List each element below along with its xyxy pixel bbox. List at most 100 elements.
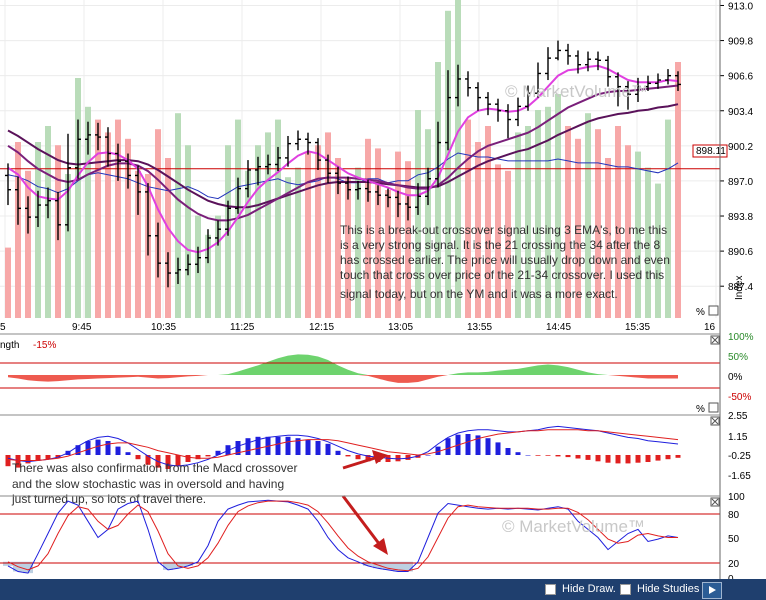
scale-toggle-box-2[interactable]	[708, 402, 719, 413]
oscillator-tick-label: 100%	[728, 332, 754, 343]
candle	[235, 177, 241, 214]
volume-bar	[355, 167, 361, 318]
oscillator-tick-label: 50%	[728, 352, 748, 363]
volume-bar	[475, 142, 481, 318]
time-tick-label: 11:25	[230, 322, 255, 333]
candle	[605, 55, 611, 87]
annotation-main-line: signal today, but on the YM and it was a…	[340, 287, 618, 301]
price-ref-label: 898.11	[696, 146, 726, 157]
candle	[375, 185, 381, 206]
volume-bar	[325, 132, 331, 318]
macd-histogram-bar	[335, 450, 341, 455]
candle	[365, 179, 371, 202]
volume-bar	[95, 119, 101, 318]
panel-frames	[0, 0, 721, 579]
stochastic-tick-label: 50	[728, 534, 740, 545]
price-tick-label: 909.8	[728, 37, 753, 48]
hide-studies-button[interactable]: Hide Studies	[620, 582, 699, 597]
annotation-macd-line: There was also confirmation from the Mac…	[12, 461, 297, 475]
volume-bar	[25, 170, 31, 318]
candle	[155, 222, 161, 278]
macd-histogram-bar	[545, 455, 551, 456]
candle	[535, 62, 541, 98]
stochastic-axis: 1008050200	[728, 492, 745, 585]
time-tick-label: 5	[0, 322, 6, 333]
macd-histogram-bar	[635, 455, 641, 463]
candle	[475, 82, 481, 111]
candle	[465, 71, 471, 97]
annotation-arrows	[341, 450, 388, 555]
volume-bar	[295, 167, 301, 318]
time-axis: 5 9:45 10:35 11:25 12:15 13:05 13:55 14:45 15:35…	[0, 322, 716, 333]
hide-draw-button[interactable]: Hide Draw.	[545, 582, 616, 597]
volume-bar	[505, 170, 511, 318]
price-ref-box	[692, 144, 728, 158]
volume-bar	[375, 148, 381, 318]
candle	[445, 70, 451, 151]
candle	[265, 154, 271, 175]
macd-histogram-bar	[45, 455, 51, 460]
macd-histogram-bar	[595, 455, 601, 462]
candle	[175, 257, 181, 285]
annotation-main: This is a break-out crossover signal usi…	[340, 223, 673, 301]
volume-bar	[365, 138, 371, 318]
volume-bar	[265, 132, 271, 318]
arrow-shaft	[342, 456, 376, 470]
play-icon[interactable]	[702, 582, 722, 599]
candle	[395, 190, 401, 218]
macd-histogram-bar	[185, 455, 191, 462]
panel-close-boxes[interactable]	[710, 335, 720, 507]
price-tick-label: 897.0	[728, 177, 753, 188]
macd-signal-line	[7, 429, 679, 461]
macd-histogram-bar	[75, 445, 81, 455]
candle	[385, 188, 391, 208]
candle	[255, 156, 261, 186]
macd-histogram-bar	[555, 455, 561, 457]
scale-toggle-box[interactable]	[708, 305, 719, 316]
candle	[35, 190, 41, 227]
price-axis: 913.0 909.8 906.6 903.4 900.2 897.0 893.8 890.6…	[720, 1, 753, 293]
time-tick-label: 13:05	[388, 322, 413, 333]
volume-bar	[5, 247, 11, 318]
hide-draw-label: Hide Draw.	[562, 583, 616, 595]
volume-bar	[425, 129, 431, 318]
time-tick-label: 16	[704, 322, 716, 333]
macd-histogram-bar	[5, 455, 11, 467]
macd-histogram-bar	[295, 438, 301, 455]
hide-draw-checkbox[interactable]	[545, 583, 556, 595]
hide-studies-checkbox[interactable]	[620, 583, 631, 595]
macd-histogram-bar	[315, 441, 321, 455]
macd-histogram-bar	[55, 455, 61, 458]
candles	[5, 40, 681, 288]
volume-bar	[565, 126, 571, 318]
candle	[505, 104, 511, 139]
volume-bar	[405, 161, 411, 318]
bottom-toolbar: Hide Draw. Hide Studies	[0, 579, 766, 600]
time-tick-label: 10:35	[151, 322, 176, 333]
volume-bar	[675, 62, 681, 318]
macd-histogram-bar	[505, 448, 511, 455]
macd-histogram-bar	[305, 439, 311, 455]
macd-histogram-bar	[625, 455, 631, 464]
candle	[195, 246, 201, 274]
stochastic-d-line	[7, 500, 678, 572]
annotation-main-line: touch that cross over price of the 21-34…	[340, 268, 664, 282]
annotation-main-line: This is a break-out crossover signal usi…	[340, 223, 667, 237]
price-panel: © MarketVolume™ This is a break-out cros…	[0, 0, 720, 319]
arrow-head	[372, 450, 388, 464]
volume-bar	[525, 126, 531, 318]
macd-histogram-bar	[475, 435, 481, 455]
volume-bar	[35, 142, 41, 318]
candle	[215, 220, 221, 246]
volume-bar	[545, 106, 551, 318]
macd-histogram-bar	[365, 455, 371, 462]
percent-mark-2: %	[696, 404, 705, 415]
macd-line	[7, 425, 679, 467]
macd-histogram-bar	[515, 452, 521, 455]
volume-bar	[315, 145, 321, 318]
macd-histogram-bar	[95, 439, 101, 455]
volume-bar	[105, 132, 111, 318]
volume-bar	[85, 106, 91, 318]
candle	[25, 196, 31, 234]
volume-bar	[215, 215, 221, 318]
